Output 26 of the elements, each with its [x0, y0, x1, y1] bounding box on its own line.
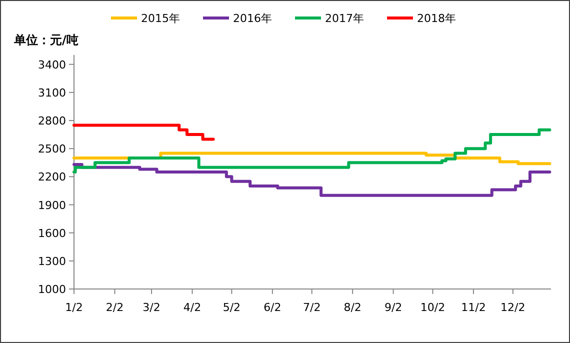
y-tick-label: 1900 — [38, 198, 66, 212]
legend-label: 2017年 — [325, 12, 364, 25]
y-tick-label: 1600 — [38, 226, 66, 240]
y-tick-label: 3400 — [38, 58, 66, 72]
x-tick-label: 12/2 — [500, 301, 526, 314]
y-tick-label: 2200 — [38, 170, 66, 184]
x-tick-label: 4/2 — [183, 301, 202, 314]
legend-label: 2018年 — [417, 12, 456, 25]
x-tick-label: 8/2 — [344, 301, 362, 314]
x-tick-label: 7/2 — [302, 301, 321, 314]
legend-label: 2015年 — [141, 12, 180, 25]
y-tick-label: 3100 — [38, 86, 66, 100]
x-tick-label: 1/2 — [65, 301, 83, 314]
legend-label: 2016年 — [233, 12, 272, 25]
x-tick-label: 9/2 — [384, 301, 402, 314]
x-tick-label: 3/2 — [142, 301, 160, 314]
y-tick-label: 2800 — [38, 114, 66, 128]
x-tick-label: 2/2 — [106, 301, 124, 314]
y-tick-label: 1300 — [38, 254, 66, 268]
x-tick-label: 10/2 — [420, 301, 446, 314]
x-tick-label: 6/2 — [264, 301, 282, 314]
y-axis-title: 单位：元/吨 — [13, 33, 78, 47]
y-tick-label: 2500 — [38, 142, 66, 156]
x-tick-label: 5/2 — [222, 301, 241, 314]
x-tick-label: 11/2 — [461, 301, 486, 314]
y-tick-label: 1000 — [38, 283, 66, 296]
